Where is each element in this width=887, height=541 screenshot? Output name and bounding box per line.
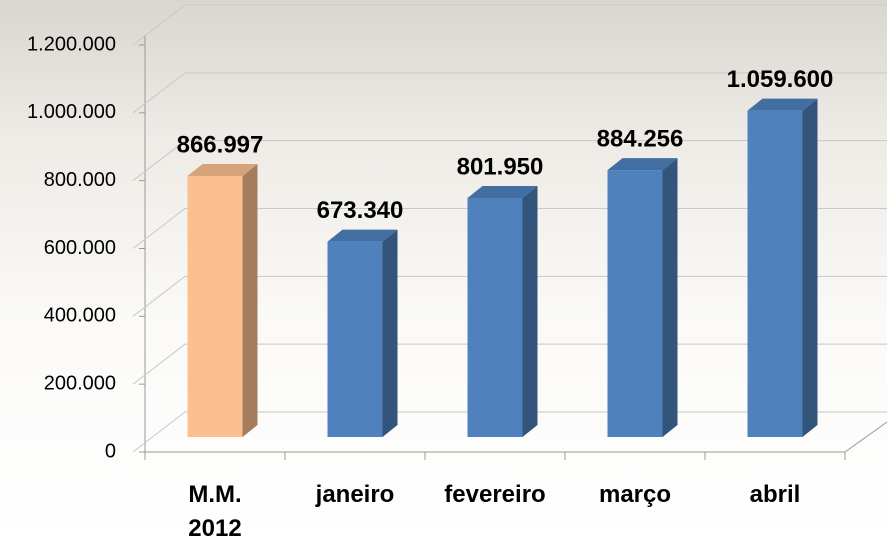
bar	[748, 111, 803, 437]
y-tick-label: 400.000	[44, 305, 116, 327]
y-tick-label: 1.200.000	[27, 33, 116, 55]
bar	[188, 176, 243, 437]
x-tick-label: fevereiro	[444, 478, 545, 512]
bar	[608, 170, 663, 437]
y-tick-label: 1.000.000	[27, 101, 116, 123]
plot: 0 200.000 400.000 600.000 800.000 1.000.000 1.…	[0, 0, 887, 541]
bar-side	[523, 186, 538, 437]
bar-side	[803, 99, 818, 437]
bar-side	[243, 164, 258, 437]
grid-line	[133, 5, 887, 45]
value-label: 801.950	[457, 153, 544, 180]
bar-side	[383, 230, 398, 437]
value-label: 866.997	[177, 131, 264, 158]
y-tick-label: 600.000	[44, 237, 116, 259]
value-label: 884.256	[597, 125, 684, 152]
value-label: 1.059.600	[727, 66, 834, 93]
value-label: 673.340	[317, 197, 404, 224]
y-tick-label: 200.000	[44, 372, 116, 394]
x-tick-label: março	[599, 478, 671, 512]
x-tick-label: abril	[750, 478, 801, 512]
bar	[468, 198, 523, 437]
x-tick-label: M.M. 2012	[188, 478, 241, 541]
bar-side	[663, 158, 678, 437]
chart: 0 200.000 400.000 600.000 800.000 1.000.000 1.…	[0, 0, 887, 541]
bar	[328, 242, 383, 437]
y-tick-label: 0	[105, 440, 116, 462]
y-tick-label: 800.000	[44, 169, 116, 191]
x-tick-label: janeiro	[316, 478, 395, 512]
